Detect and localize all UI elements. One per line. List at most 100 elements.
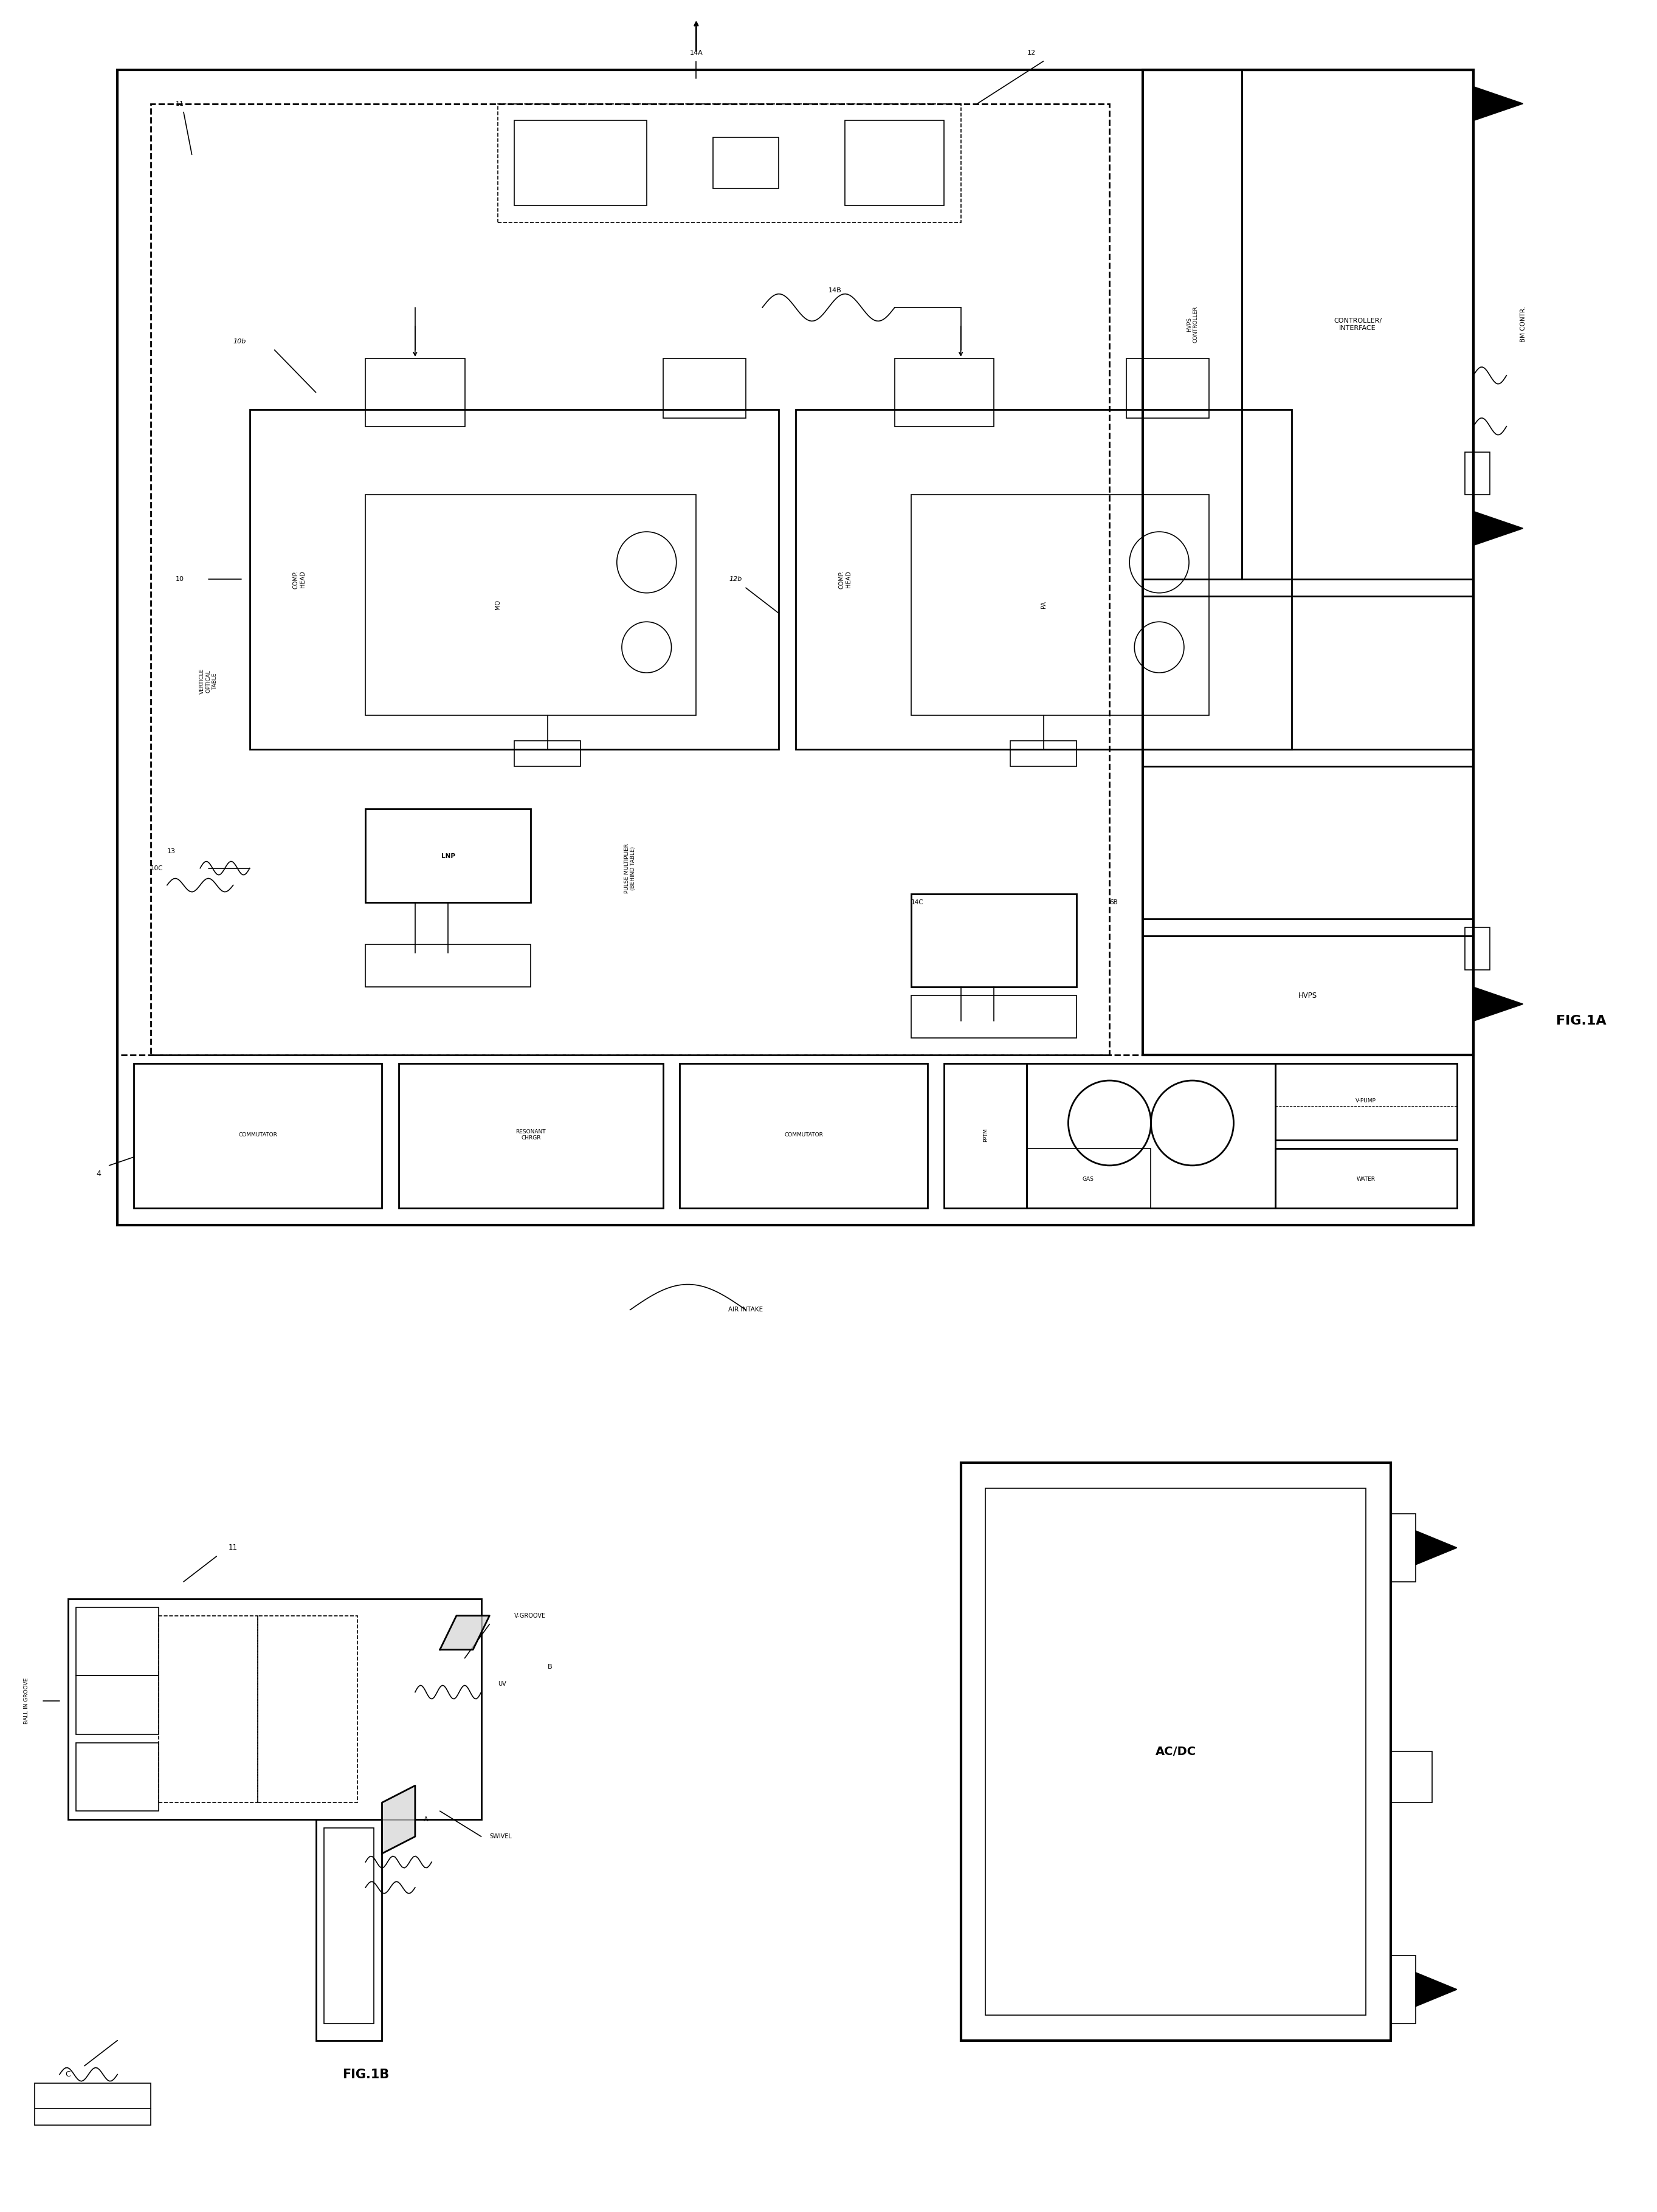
Bar	[911, 894, 1077, 987]
Bar	[316, 1820, 383, 2039]
Bar	[325, 1827, 374, 2024]
Text: COMP.
HEAD: COMP. HEAD	[293, 571, 307, 588]
Text: RESONANT
CHRGR: RESONANT CHRGR	[515, 1128, 545, 1141]
Bar	[366, 945, 530, 987]
Bar	[1143, 69, 1473, 1055]
Bar	[76, 1674, 159, 1734]
Bar	[514, 741, 580, 765]
Polygon shape	[383, 1785, 416, 1854]
Bar	[1027, 1148, 1152, 1208]
Text: 12b: 12b	[729, 577, 742, 582]
Text: MO: MO	[495, 599, 500, 611]
Bar	[118, 1055, 1473, 1225]
Bar	[911, 493, 1210, 714]
Bar	[895, 358, 994, 427]
Polygon shape	[1473, 86, 1523, 122]
Text: COMMUTATOR: COMMUTATOR	[784, 1133, 824, 1137]
Bar	[961, 1462, 1390, 2039]
Text: 14B: 14B	[828, 288, 842, 294]
Text: AC/DC: AC/DC	[1155, 1745, 1196, 1756]
Text: PPTM: PPTM	[983, 1128, 988, 1141]
Text: 12: 12	[1027, 49, 1036, 55]
Text: C: C	[65, 2070, 71, 2079]
Bar	[713, 137, 779, 188]
Text: 11: 11	[229, 1544, 237, 1551]
Text: 10b: 10b	[234, 338, 247, 345]
Bar	[944, 1064, 1027, 1208]
Bar	[118, 69, 1473, 1225]
Text: FIG.1B: FIG.1B	[341, 2068, 389, 2081]
Text: 10C: 10C	[151, 865, 162, 872]
Text: 10: 10	[176, 577, 184, 582]
Bar	[134, 1064, 383, 1208]
Text: PA: PA	[1041, 602, 1047, 608]
Bar	[68, 1599, 481, 1820]
Text: V-PUMP: V-PUMP	[1355, 1097, 1377, 1104]
Bar	[1465, 451, 1490, 493]
Text: COMMUTATOR: COMMUTATOR	[239, 1133, 277, 1137]
Bar	[1241, 69, 1473, 580]
Polygon shape	[1473, 511, 1523, 546]
Text: WATER: WATER	[1357, 1177, 1375, 1181]
Text: UV: UV	[497, 1681, 505, 1688]
Bar	[845, 122, 944, 206]
Text: LNP: LNP	[441, 854, 456, 858]
Bar	[1465, 927, 1490, 971]
Text: V-GROOVE: V-GROOVE	[514, 1613, 547, 1619]
Bar	[366, 493, 696, 714]
Bar	[1027, 1064, 1274, 1208]
Text: COMP.
HEAD: COMP. HEAD	[838, 571, 852, 588]
Bar	[366, 358, 464, 427]
Bar	[35, 2084, 151, 2126]
Bar	[795, 409, 1291, 750]
Bar	[250, 409, 779, 750]
Bar	[151, 104, 1110, 1055]
Bar	[663, 358, 746, 418]
Text: HVPS
CONTROLLER: HVPS CONTROLLER	[1186, 305, 1198, 343]
Text: FIG.1A: FIG.1A	[1556, 1015, 1606, 1026]
Text: PULSE MULTIPLIER
(BEHIND TABLE): PULSE MULTIPLIER (BEHIND TABLE)	[625, 843, 636, 894]
Polygon shape	[1415, 1973, 1457, 2006]
Bar	[911, 995, 1077, 1037]
Bar	[1127, 358, 1210, 418]
Bar	[1390, 1752, 1432, 1803]
Bar	[1143, 936, 1473, 1055]
Bar	[497, 104, 961, 223]
Bar	[1390, 1955, 1415, 2024]
Bar	[258, 1615, 358, 1803]
Text: 14A: 14A	[689, 49, 703, 55]
Text: 11: 11	[176, 100, 184, 106]
Bar	[1274, 1148, 1457, 1208]
Polygon shape	[439, 1615, 489, 1650]
Bar	[1143, 597, 1473, 750]
Text: GAS: GAS	[1082, 1177, 1094, 1181]
Bar	[399, 1064, 663, 1208]
Bar	[159, 1615, 258, 1803]
Bar	[1143, 765, 1473, 920]
Bar	[1011, 741, 1077, 765]
Polygon shape	[1415, 1531, 1457, 1564]
Text: CONTROLLER/
INTERFACE: CONTROLLER/ INTERFACE	[1334, 319, 1382, 332]
Text: B: B	[547, 1663, 552, 1670]
Bar	[76, 1608, 159, 1674]
Bar	[1390, 1513, 1415, 1582]
Text: 6B: 6B	[1110, 898, 1118, 905]
Bar	[1274, 1064, 1457, 1139]
Bar	[986, 1489, 1365, 2015]
Bar	[76, 1743, 159, 1812]
Text: 4: 4	[96, 1170, 101, 1179]
Text: BM CONTR.: BM CONTR.	[1519, 307, 1526, 343]
Polygon shape	[1473, 987, 1523, 1022]
Bar	[366, 810, 530, 902]
Text: SWIVEL: SWIVEL	[489, 1834, 512, 1840]
Bar	[679, 1064, 928, 1208]
Text: AIR INTAKE: AIR INTAKE	[729, 1307, 764, 1314]
Text: A: A	[423, 1816, 428, 1823]
Text: VERTICLE
OPTICAL
TABLE: VERTICLE OPTICAL TABLE	[199, 668, 217, 695]
Text: 13: 13	[167, 847, 176, 854]
Bar	[514, 122, 646, 206]
Bar	[1143, 69, 1241, 580]
Text: 14C: 14C	[911, 898, 923, 905]
Text: HVPS: HVPS	[1299, 991, 1317, 1000]
Text: BALL IN GROOVE: BALL IN GROOVE	[23, 1677, 30, 1723]
